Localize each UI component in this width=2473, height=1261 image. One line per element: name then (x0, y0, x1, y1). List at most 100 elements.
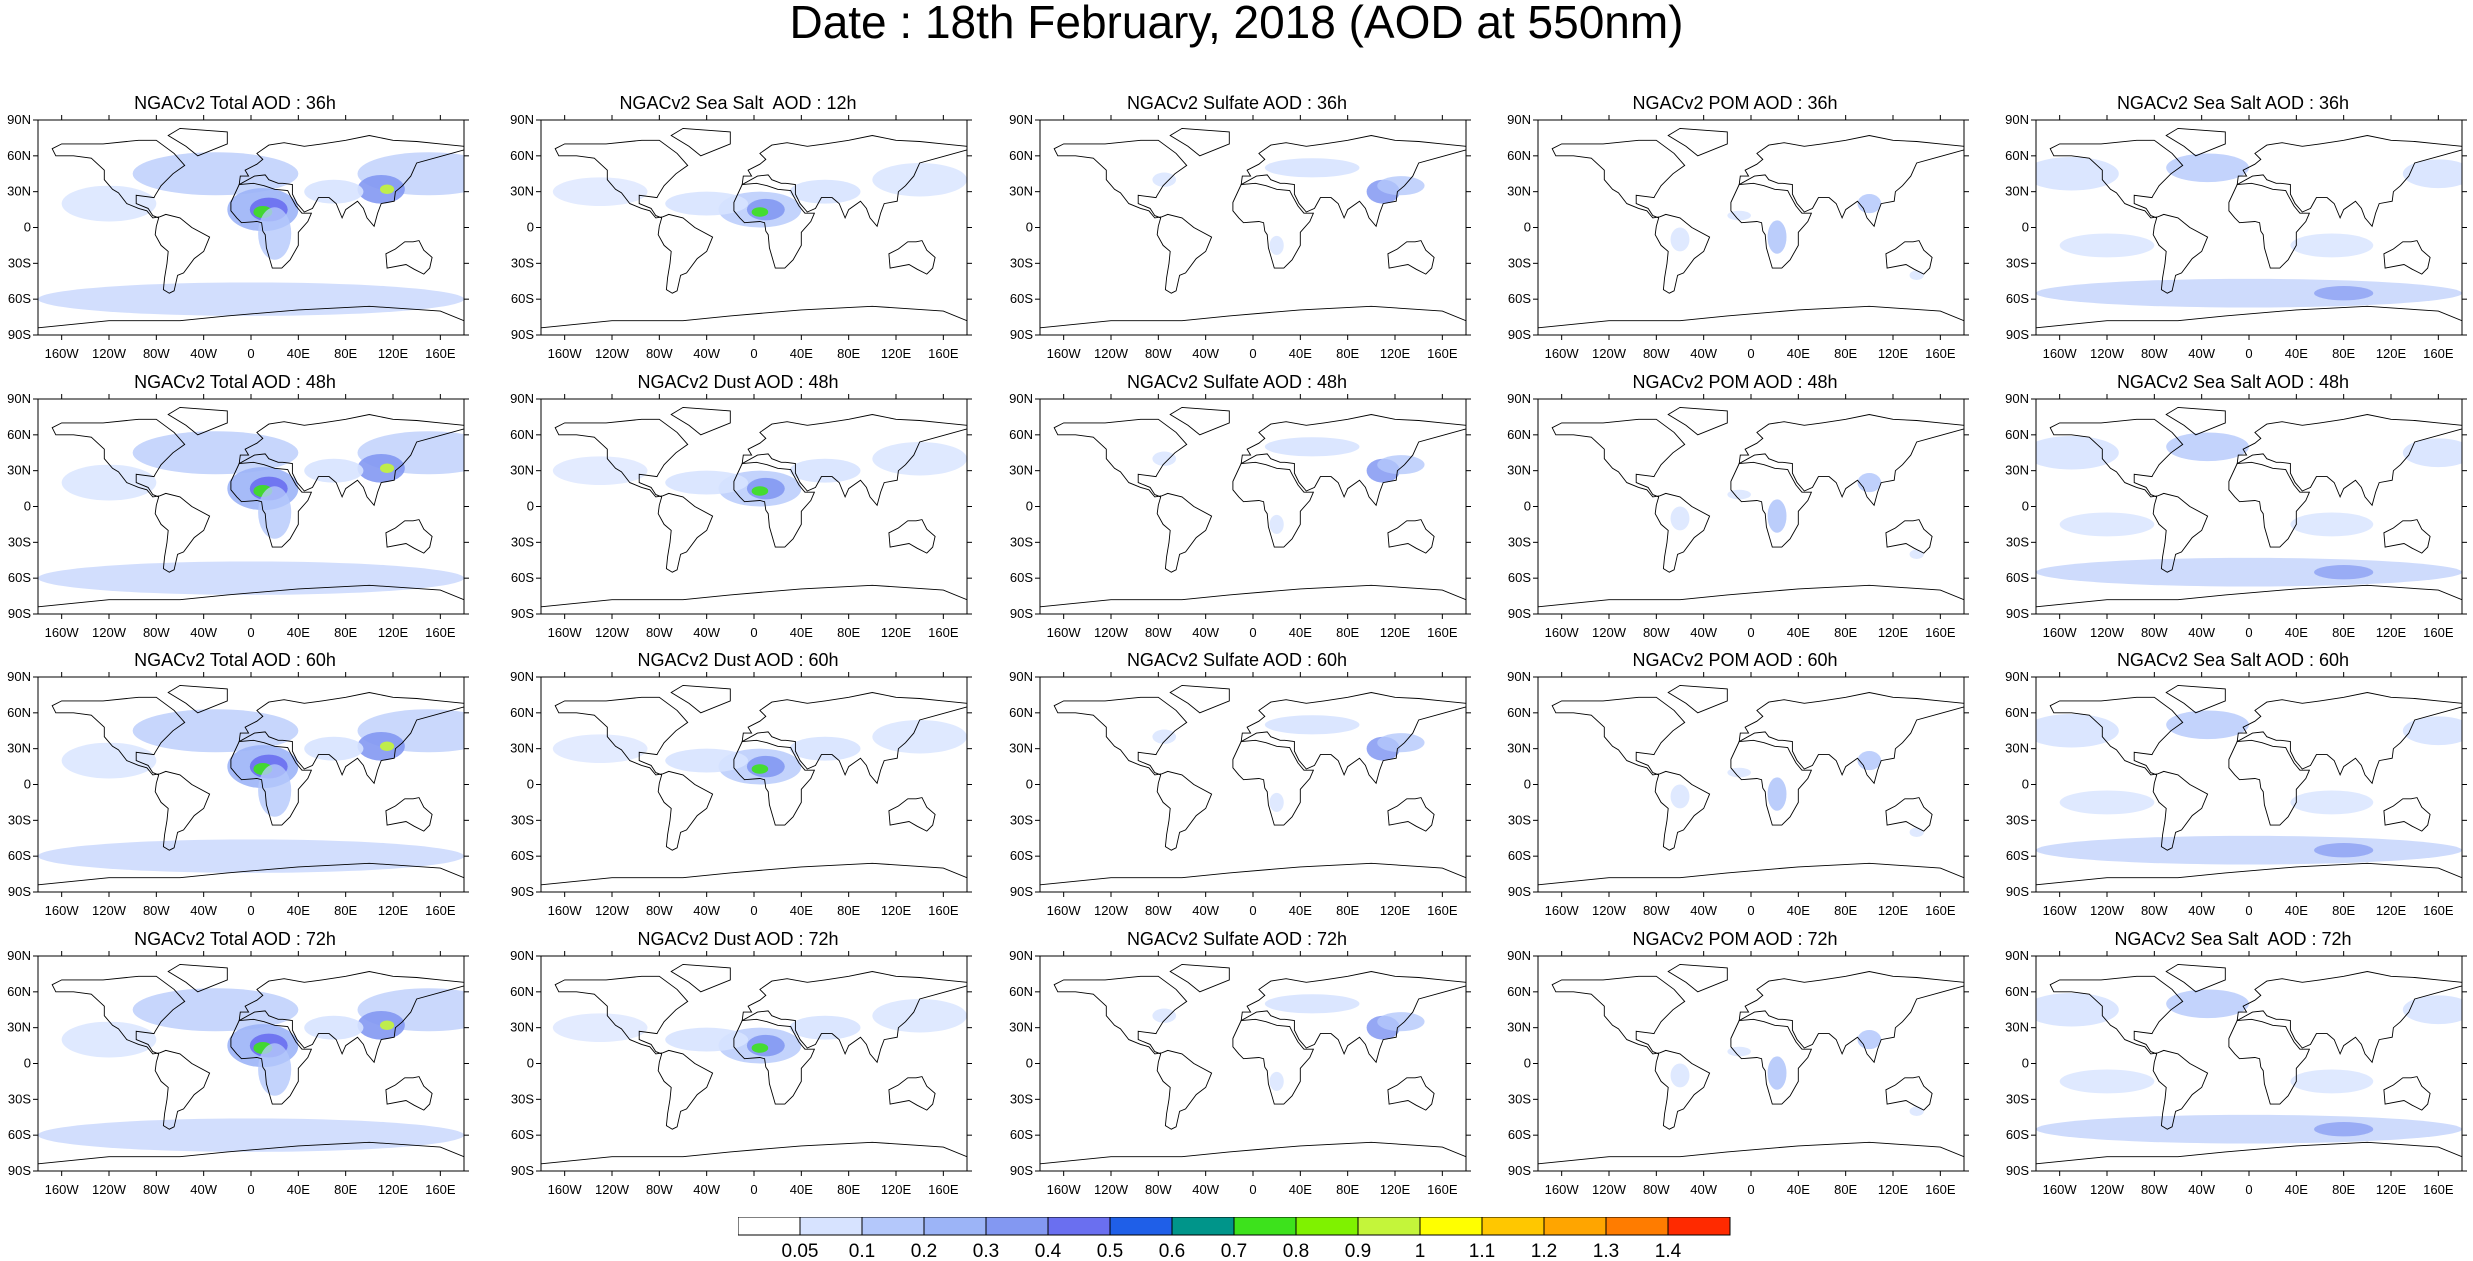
lon-tick-label: 120E (1380, 903, 1411, 918)
lat-tick-label: 30N (2005, 741, 2029, 756)
lat-tick-label: 0 (1524, 499, 1531, 514)
aod-field (789, 458, 861, 483)
aod-field (258, 764, 292, 817)
lon-tick-label: 40W (1690, 903, 1717, 918)
lon-tick-label: 40W (2188, 346, 2215, 361)
lon-tick-label: 40W (2188, 903, 2215, 918)
colorbar-swatch (1109, 1217, 1173, 1236)
aod-field (1152, 1008, 1177, 1023)
lon-tick-label: 0 (2245, 625, 2252, 640)
coastline (541, 862, 967, 892)
aod-field (2036, 557, 2462, 587)
lon-tick-label: 160W (1545, 1182, 1580, 1197)
coastline (38, 1141, 464, 1171)
world-map: 90N 60N 30N 0 30S 60S 90S 160W 120W 80W 40W 0 40E 80E… (7, 112, 469, 361)
lat-tick-label: 60N (1507, 984, 1531, 999)
coastline (554, 139, 714, 294)
lon-tick-label: 120W (2090, 625, 2125, 640)
coastline (1551, 139, 1711, 294)
lon-tick-label: 40W (1690, 625, 1717, 640)
lat-tick-label: 90S (1508, 1163, 1531, 1178)
aod-field (2166, 710, 2249, 740)
lat-tick-label: 60S (1508, 570, 1531, 585)
lon-tick-label: 160E (1427, 346, 1458, 361)
lon-tick-label: 160W (548, 903, 583, 918)
coastline (2228, 1018, 2311, 1105)
lat-tick-label: 0 (527, 220, 534, 235)
world-map: 90N 60N 30N 0 30S 60S 90S 160W 120W 80W 40W 0 40E 80E… (510, 669, 972, 918)
lat-tick-label: 30N (1009, 184, 1033, 199)
lat-tick-label: 90S (8, 327, 31, 342)
lat-tick-label: 60S (8, 570, 31, 585)
aod-field (2314, 843, 2374, 858)
colorbar-swatch (1233, 1217, 1297, 1236)
lon-tick-label: 80W (1643, 625, 1670, 640)
lon-tick-label: 40E (790, 625, 813, 640)
aod-field (1767, 220, 1787, 254)
aod-field (38, 561, 464, 595)
aod-field (1152, 451, 1177, 466)
lon-tick-label: 40W (190, 1182, 217, 1197)
colorbar-label: 1 (1415, 1241, 1426, 1261)
coastline (541, 1141, 967, 1171)
lon-tick-label: 80W (1643, 1182, 1670, 1197)
coastline (385, 797, 433, 832)
aod-field (379, 184, 395, 195)
lat-tick-label: 30S (511, 812, 534, 827)
coastline (51, 975, 211, 1130)
coastline (385, 1076, 433, 1111)
lon-tick-label: 80W (1643, 346, 1670, 361)
aod-field (552, 734, 648, 763)
lon-tick-label: 80W (1145, 625, 1172, 640)
aod-field (789, 179, 861, 204)
aod-field (1264, 994, 1360, 1014)
lon-tick-label: 160W (548, 346, 583, 361)
aod-field (258, 207, 292, 260)
lat-tick-label: 30N (2005, 1020, 2029, 1035)
coastline (2228, 739, 2311, 826)
lat-tick-label: 60N (510, 427, 534, 442)
coastline (1040, 1141, 1466, 1171)
lon-tick-label: 120W (595, 346, 630, 361)
panel-title: NGACv2 Sulfate AOD : 60h (1126, 650, 1348, 670)
coastline (238, 971, 464, 1064)
map-panel: NGACv2 Sulfate AOD : 60h 90N 60N 30N 0 30S 60S… (1002, 650, 1472, 918)
coastline (1053, 975, 1213, 1130)
lon-tick-label: 80E (2332, 625, 2355, 640)
panel-title: NGACv2 Sea Salt AOD : 60h (2116, 650, 2350, 670)
lon-tick-label: 80W (646, 625, 673, 640)
lat-tick-label: 30S (8, 255, 31, 270)
coastline (1738, 414, 1964, 507)
coastline (238, 414, 464, 507)
lon-tick-label: 0 (247, 346, 254, 361)
aod-field (2314, 1122, 2374, 1137)
coastline (1040, 305, 1466, 335)
lat-tick-label: 30S (2006, 534, 2029, 549)
lon-tick-label: 120W (2090, 903, 2125, 918)
coastline (733, 461, 816, 548)
lat-tick-label: 30S (8, 534, 31, 549)
lon-tick-label: 120E (1380, 346, 1411, 361)
aod-field (2036, 436, 2119, 470)
coastline (1240, 692, 1466, 785)
aod-field (2314, 286, 2374, 301)
lon-tick-label: 80W (1145, 903, 1172, 918)
lon-tick-label: 80E (1834, 625, 1857, 640)
lat-tick-label: 90S (1010, 884, 1033, 899)
lon-tick-label: 0 (2245, 346, 2252, 361)
lon-tick-label: 0 (247, 1182, 254, 1197)
lat-tick-label: 60S (1508, 1127, 1531, 1142)
lon-tick-label: 120W (92, 346, 127, 361)
aod-field (304, 736, 364, 761)
coastline (2383, 1076, 2431, 1111)
coastline (1885, 519, 1933, 554)
coastline (733, 739, 816, 826)
lat-tick-label: 60S (2006, 848, 2029, 863)
coastline (733, 182, 816, 269)
aod-field (1909, 270, 1924, 281)
coastline (888, 240, 936, 275)
lon-tick-label: 160E (2423, 625, 2454, 640)
map-panel: NGACv2 POM AOD : 72h 90N 60N 30N 0 30S 60S 90S 1… (1500, 929, 1970, 1197)
lon-tick-label: 0 (750, 346, 757, 361)
lat-tick-label: 60N (2005, 148, 2029, 163)
